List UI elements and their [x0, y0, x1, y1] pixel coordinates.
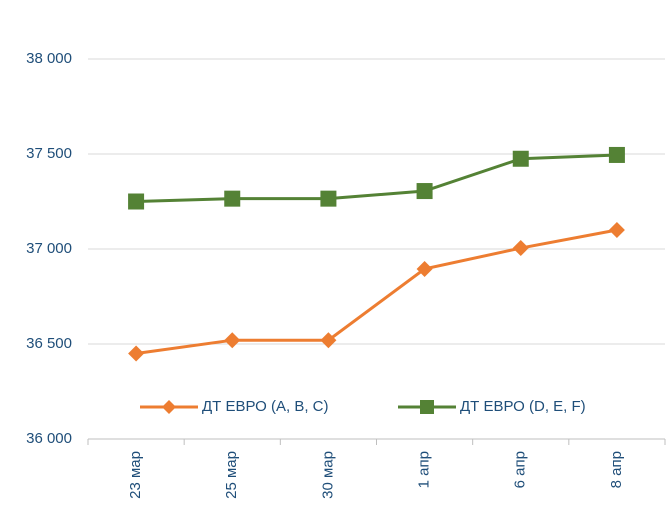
- marker: [512, 150, 529, 167]
- x-tick-label: 6 апр: [512, 451, 529, 488]
- x-tick-label: 8 апр: [608, 451, 625, 488]
- marker: [416, 260, 433, 277]
- legend-marker: [420, 400, 434, 414]
- marker: [128, 345, 145, 362]
- marker: [320, 332, 337, 349]
- legend-label: ДТ ЕВРО (A, B, C): [202, 398, 329, 415]
- legend-label: ДТ ЕВРО (D, E, F): [460, 398, 586, 415]
- marker: [224, 190, 241, 207]
- x-tick-label: 1 апр: [416, 451, 433, 488]
- y-tick-label: 37 500: [26, 145, 72, 162]
- y-tick-label: 37 000: [26, 240, 72, 257]
- y-tick-label: 38 000: [26, 50, 72, 67]
- marker: [416, 183, 433, 200]
- marker: [224, 332, 241, 349]
- legend-marker: [162, 400, 176, 414]
- series-line: [136, 153, 617, 203]
- y-tick-label: 36 000: [26, 430, 72, 447]
- marker: [512, 240, 529, 257]
- series-line: [135, 228, 618, 355]
- x-tick-label: 23 мар: [127, 451, 144, 499]
- marker: [128, 193, 145, 210]
- x-tick-label: 30 мар: [319, 451, 336, 499]
- marker: [608, 146, 625, 163]
- x-tick-label: 25 мар: [223, 451, 240, 499]
- marker: [608, 222, 625, 238]
- marker: [320, 190, 337, 207]
- y-tick-label: 36 500: [26, 335, 72, 352]
